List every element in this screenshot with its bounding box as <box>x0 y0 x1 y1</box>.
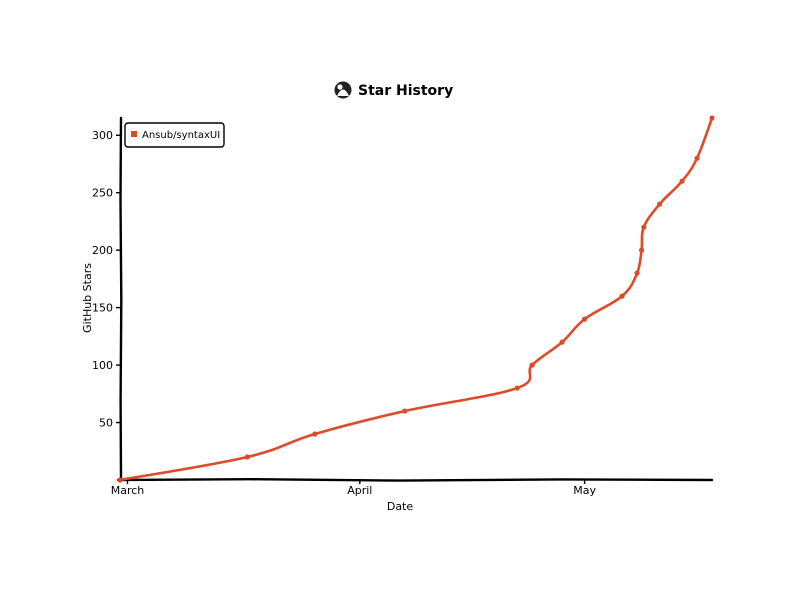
x-ticks: March April May <box>111 480 596 497</box>
legend-box <box>124 122 225 148</box>
legend: Ansub/syntaxUI <box>124 122 225 148</box>
data-point <box>634 270 640 276</box>
y-tick-label: 150 <box>92 302 113 315</box>
x-axis-title: Date <box>387 500 414 513</box>
data-point <box>656 201 663 207</box>
series-line <box>118 116 714 482</box>
data-point <box>529 362 535 368</box>
data-point <box>117 477 123 483</box>
data-point <box>709 115 715 121</box>
data-point <box>559 339 565 345</box>
data-point <box>312 431 318 437</box>
x-tick-label: April <box>347 484 372 497</box>
star-history-logo-icon <box>334 81 352 99</box>
y-tick-label: 50 <box>99 417 113 430</box>
data-point <box>402 408 408 414</box>
y-axis-line <box>119 116 123 482</box>
y-tick-label: 200 <box>92 244 113 257</box>
chart-title-group: Star History <box>334 81 453 99</box>
data-point <box>638 247 645 253</box>
x-tick-label: May <box>573 484 596 497</box>
y-tick-label: 100 <box>92 359 113 372</box>
y-axis-title: GitHub Stars <box>81 263 94 333</box>
chart-title: Star History <box>358 83 453 99</box>
x-tick-label: March <box>111 484 145 497</box>
data-point <box>641 224 647 230</box>
x-axis-line <box>116 477 714 482</box>
axes <box>116 116 714 482</box>
data-point <box>244 454 250 460</box>
series-layer <box>117 115 715 483</box>
data-point <box>514 385 520 391</box>
legend-swatch <box>131 131 137 137</box>
data-point <box>694 155 700 161</box>
data-point <box>582 316 588 322</box>
data-point <box>619 293 625 299</box>
y-tick-label: 300 <box>92 129 113 142</box>
y-ticks: 50 100 150 200 250 300 <box>92 129 120 430</box>
y-tick-label: 250 <box>92 187 113 200</box>
data-point <box>679 178 685 184</box>
legend-label: Ansub/syntaxUI <box>142 130 220 141</box>
